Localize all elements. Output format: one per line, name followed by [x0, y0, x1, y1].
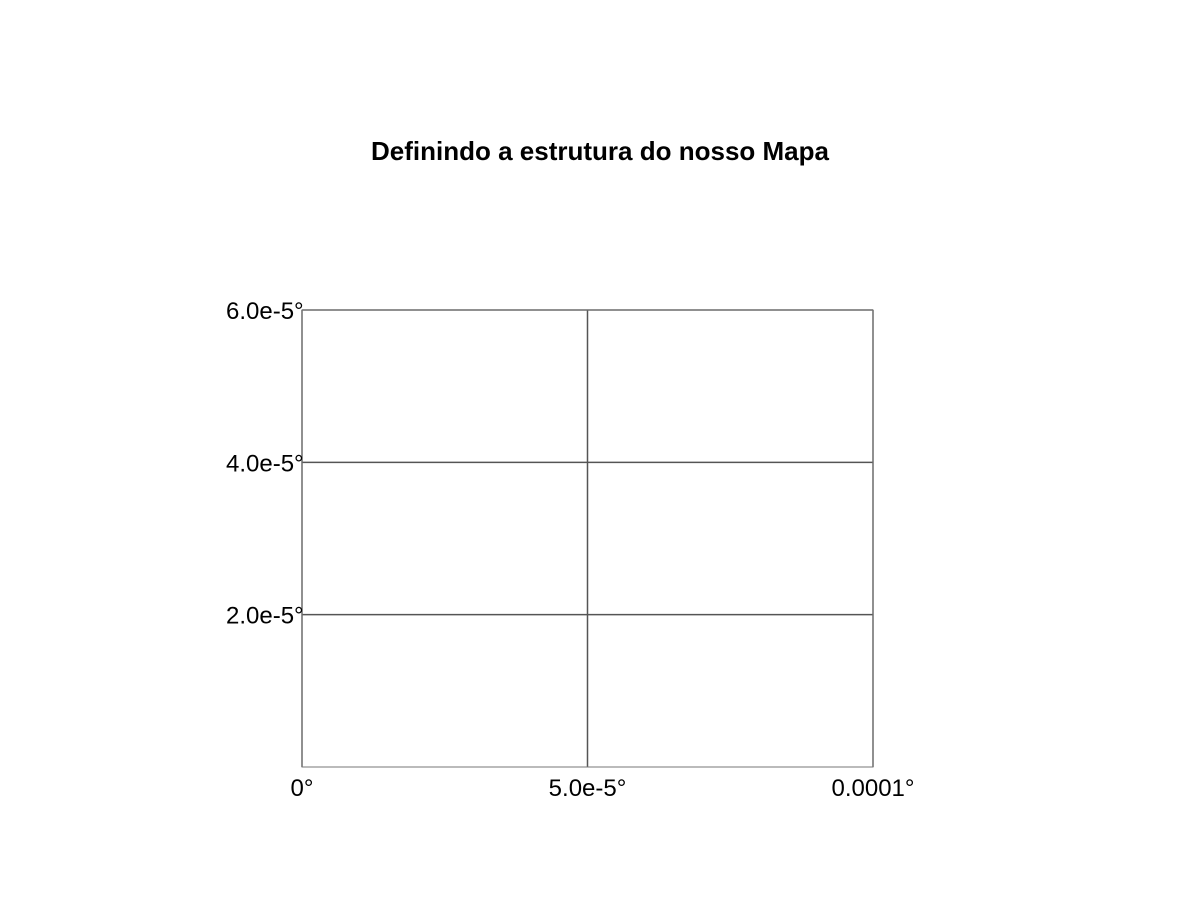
longitude-tick-label: 5.0e-5°: [549, 775, 627, 802]
latitude-tick-label: 2.0e-5°: [226, 603, 304, 630]
map-frame: [301, 309, 874, 768]
map-title: Definindo a estrutura do nosso Mapa: [371, 136, 829, 166]
latitude-labels: 2.0e-5° 4.0e-5° 6.0e-5°: [226, 298, 304, 630]
graticule: [301, 309, 874, 767]
longitude-labels: 0° 5.0e-5° 0.0001°: [291, 775, 915, 802]
longitude-tick-label: 0°: [291, 775, 314, 802]
longitude-tick-label: 0.0001°: [831, 775, 914, 802]
latitude-tick-label: 6.0e-5°: [226, 298, 304, 325]
latitude-tick-label: 4.0e-5°: [226, 450, 304, 477]
